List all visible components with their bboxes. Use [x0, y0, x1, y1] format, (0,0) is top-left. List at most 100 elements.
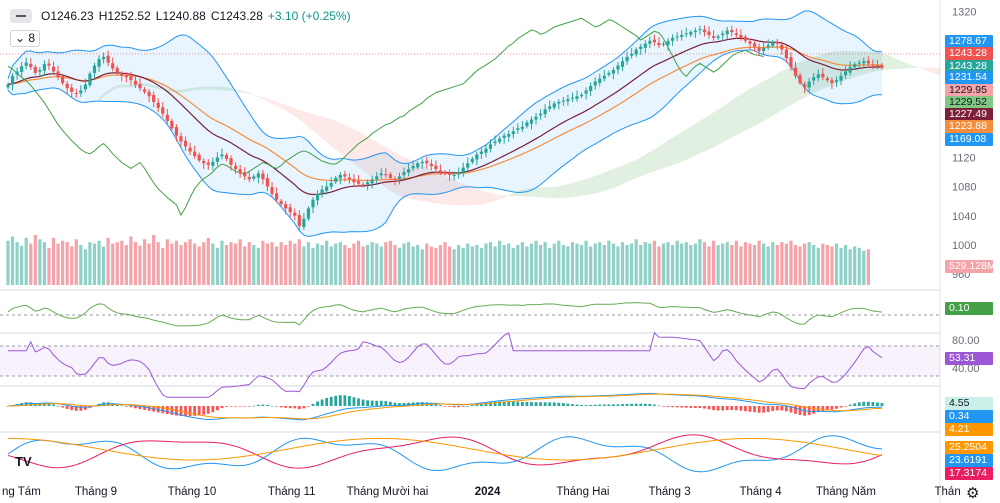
volume-bar — [771, 242, 775, 285]
volume-bar — [707, 246, 711, 285]
candle-body — [284, 204, 288, 209]
ichimoku-cloud-segment — [613, 167, 618, 188]
volume-bar — [652, 240, 656, 285]
ichimoku-cloud-segment — [690, 123, 696, 158]
candle-body — [816, 74, 820, 78]
candle-body — [593, 81, 597, 86]
macd-histogram-bar — [734, 406, 738, 411]
candle-body — [202, 160, 206, 164]
candle-body — [684, 33, 688, 35]
ichimoku-cloud-segment — [827, 51, 832, 88]
volume-bar — [716, 245, 720, 285]
macd-histogram-bar — [552, 402, 556, 406]
candle-body — [643, 43, 647, 48]
candle-body — [101, 56, 106, 60]
macd-histogram-bar — [525, 401, 529, 406]
ichimoku-cloud-segment — [363, 133, 368, 175]
ichimoku-cloud-segment — [244, 91, 250, 94]
macd-histogram-bar — [311, 403, 315, 406]
ichimoku-cloud-segment — [344, 124, 350, 161]
volume-bar — [347, 247, 352, 285]
ichimoku-cloud-segment — [777, 71, 782, 113]
candle-body — [689, 32, 693, 35]
macd-histogram-bar — [657, 405, 661, 407]
volume-bar — [570, 242, 575, 285]
ichimoku-cloud-segment — [226, 87, 232, 91]
interval-toggle[interactable]: ⌄ 8 — [10, 30, 41, 47]
ichimoku-cloud-segment — [381, 144, 386, 188]
candle-body — [211, 161, 215, 166]
ichimoku-cloud-segment — [413, 160, 418, 201]
volume-bar — [38, 239, 42, 285]
macd-histogram-bar — [475, 404, 479, 406]
volume-bar — [857, 247, 861, 285]
ichimoku-cloud-segment — [267, 98, 273, 104]
price-label: 1229.52 — [945, 95, 993, 109]
candle-body — [443, 172, 447, 174]
macd-histogram-bar — [489, 402, 492, 406]
macd-signal-line — [7, 393, 883, 420]
candle-body — [20, 66, 24, 73]
ichimoku-cloud-segment — [317, 115, 323, 139]
candle-body — [393, 179, 397, 181]
gear-icon[interactable]: ⚙ — [966, 485, 980, 502]
volume-bar — [529, 243, 534, 285]
ichimoku-cloud-segment — [199, 86, 204, 90]
ichimoku-cloud-segment — [308, 112, 313, 131]
volume-bar — [411, 246, 415, 285]
macd-histogram-bar — [621, 404, 624, 406]
ichimoku-cloud-segment — [212, 86, 218, 90]
macd-histogram-bar — [789, 406, 793, 413]
price-tick-label: 1120 — [952, 152, 976, 164]
volume-bar — [92, 243, 97, 285]
ichimoku-cloud-segment — [813, 55, 819, 94]
macd-histogram-bar — [721, 406, 725, 411]
macd-histogram-bar — [297, 406, 301, 410]
candle-body — [461, 167, 465, 174]
volume-bar — [793, 245, 798, 285]
candle-body — [584, 90, 588, 94]
volume-bar — [47, 247, 51, 285]
candle-body — [771, 42, 775, 46]
ichimoku-cloud-segment — [936, 67, 940, 76]
macd-histogram-bar — [839, 406, 843, 408]
candle-body — [538, 113, 543, 116]
macd-histogram-bar — [61, 406, 65, 408]
volume-bar — [579, 245, 584, 285]
volume-bar — [443, 242, 447, 285]
candle-body — [857, 62, 861, 64]
volume-bar — [33, 235, 37, 285]
candle-body — [630, 53, 634, 56]
ichimoku-cloud-segment — [467, 185, 473, 206]
ichimoku-cloud-segment — [149, 83, 154, 88]
ichimoku-cloud-segment — [631, 159, 637, 181]
volume-bar — [329, 246, 333, 285]
macd-histogram-bar — [798, 406, 802, 416]
macd-histogram-bar — [616, 404, 620, 406]
candle-body — [493, 141, 497, 144]
volume-bar — [798, 246, 802, 285]
ichimoku-cloud-segment — [221, 86, 227, 91]
volume-bar — [743, 242, 748, 285]
macd-histogram-bar — [876, 402, 879, 406]
macd-histogram-bar — [593, 404, 597, 406]
candle-body — [675, 36, 679, 38]
bollinger-lower-line — [7, 49, 882, 238]
candle-body — [639, 46, 643, 49]
symbol-menu-button[interactable] — [10, 9, 32, 23]
macd-histogram-bar — [598, 404, 602, 406]
ichimoku-cloud-segment — [731, 97, 737, 138]
ichimoku-cloud-segment — [417, 162, 423, 202]
candle-body — [356, 181, 361, 184]
volume-bar — [639, 245, 643, 285]
volume-bar — [70, 246, 74, 285]
macd-histogram-bar — [452, 406, 456, 408]
macd-histogram-bar — [343, 395, 347, 406]
ichimoku-cloud-segment — [322, 116, 327, 143]
macd-histogram-bar — [266, 404, 269, 406]
volume-bar — [598, 242, 602, 285]
macd-histogram-bar — [643, 403, 647, 406]
volume-bar — [188, 239, 192, 285]
macd-histogram-bar — [543, 402, 547, 406]
